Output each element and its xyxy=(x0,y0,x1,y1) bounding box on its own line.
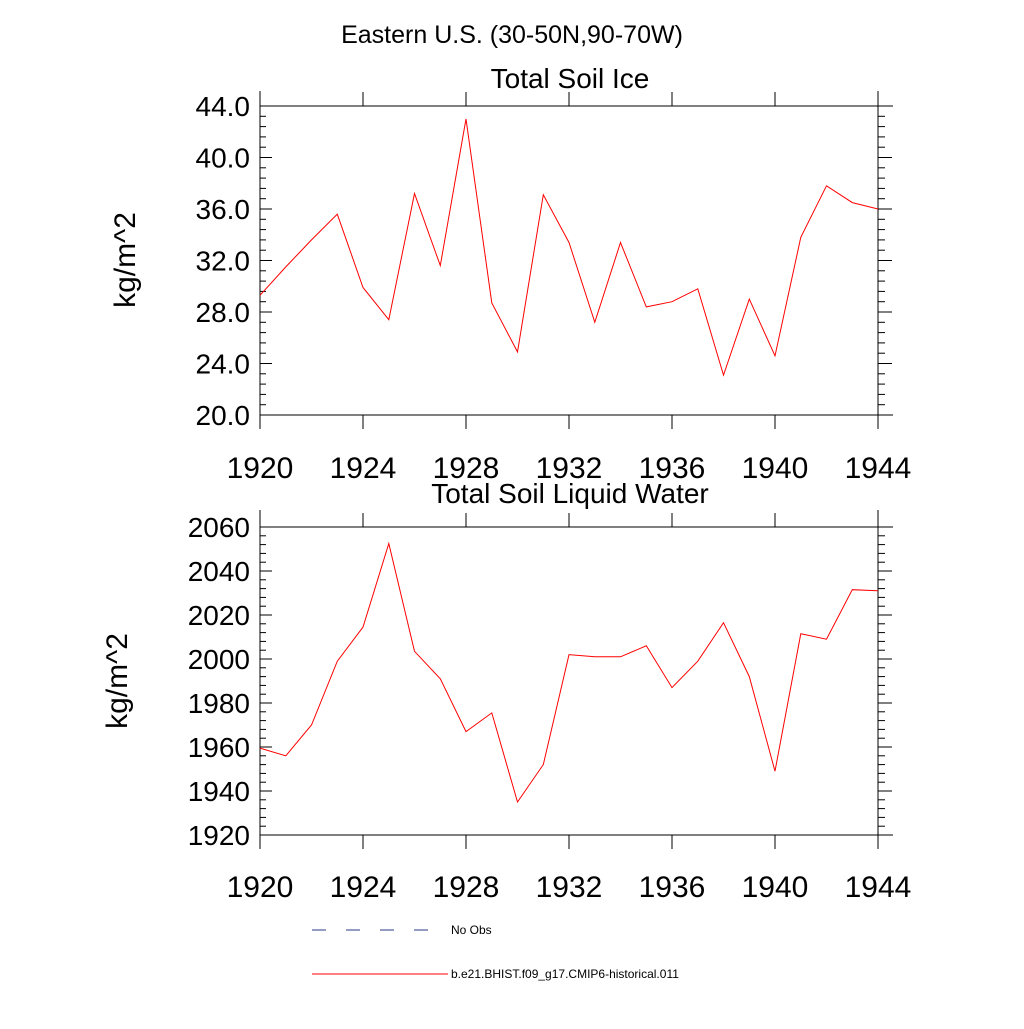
chart-panels: Total Soil Ice 1920 1924 1928 1932 1936 1940 19… xyxy=(101,63,911,904)
y-tick-label: 44.0 xyxy=(196,91,251,122)
y-tick-label: 24.0 xyxy=(196,349,251,380)
x-tick-label: 1920 xyxy=(227,871,294,904)
chart-panel-2: Total Soil Liquid Water 1920 1924 1928 1932 1… xyxy=(101,478,911,904)
x-tick-label: 1932 xyxy=(536,871,603,904)
x-tick-label: 1920 xyxy=(227,452,294,485)
series-line-1 xyxy=(259,541,879,804)
chart-panel-1: Total Soil Ice 1920 1924 1928 1932 1936 1940 19… xyxy=(109,63,911,485)
x-tick-label: 1936 xyxy=(639,452,706,485)
y-tick-label: 2020 xyxy=(188,600,250,631)
y-axis-label: kg/m^2 xyxy=(109,212,142,308)
y-tick-label: 2000 xyxy=(188,644,250,675)
y-tick-label: 20.0 xyxy=(196,400,251,431)
y-tick-label: 2060 xyxy=(188,512,250,543)
y-tick-label: 1980 xyxy=(188,688,250,719)
x-tick-label: 1932 xyxy=(536,452,603,485)
x-tick-label: 1924 xyxy=(330,871,397,904)
x-tick-label: 1928 xyxy=(433,452,500,485)
x-tick-label: 1940 xyxy=(742,452,809,485)
x-tick-label: 1944 xyxy=(845,871,912,904)
y-tick-label: 28.0 xyxy=(196,297,251,328)
legend-label-2: b.e21.BHIST.f09_g17.CMIP6-historical.011 xyxy=(451,967,679,981)
x-tick-label: 1944 xyxy=(845,452,912,485)
x-tick-label: 1924 xyxy=(330,452,397,485)
y-tick-label: 1920 xyxy=(188,820,250,851)
y-tick-label: 1940 xyxy=(188,776,250,807)
chart-title: Total Soil Ice xyxy=(491,63,650,94)
x-tick-label: 1928 xyxy=(433,871,500,904)
x-tick-label: 1940 xyxy=(742,871,809,904)
y-tick-label: 40.0 xyxy=(196,143,251,174)
chart-title: Total Soil Liquid Water xyxy=(431,478,709,509)
series-line-1 xyxy=(259,118,879,377)
y-tick-label: 1960 xyxy=(188,732,250,763)
y-axis-label: kg/m^2 xyxy=(101,633,134,729)
x-tick-label: 1936 xyxy=(639,871,706,904)
y-tick-label: 32.0 xyxy=(196,246,251,277)
figure-title: Eastern U.S. (30-50N,90-70W) xyxy=(341,21,683,49)
legend: No Obs b.e21.BHIST.f09_g17.CMIP6-historic… xyxy=(312,923,679,981)
legend-label-1: No Obs xyxy=(451,923,492,937)
y-tick-label: 2040 xyxy=(188,556,250,587)
y-tick-label: 36.0 xyxy=(196,194,251,225)
